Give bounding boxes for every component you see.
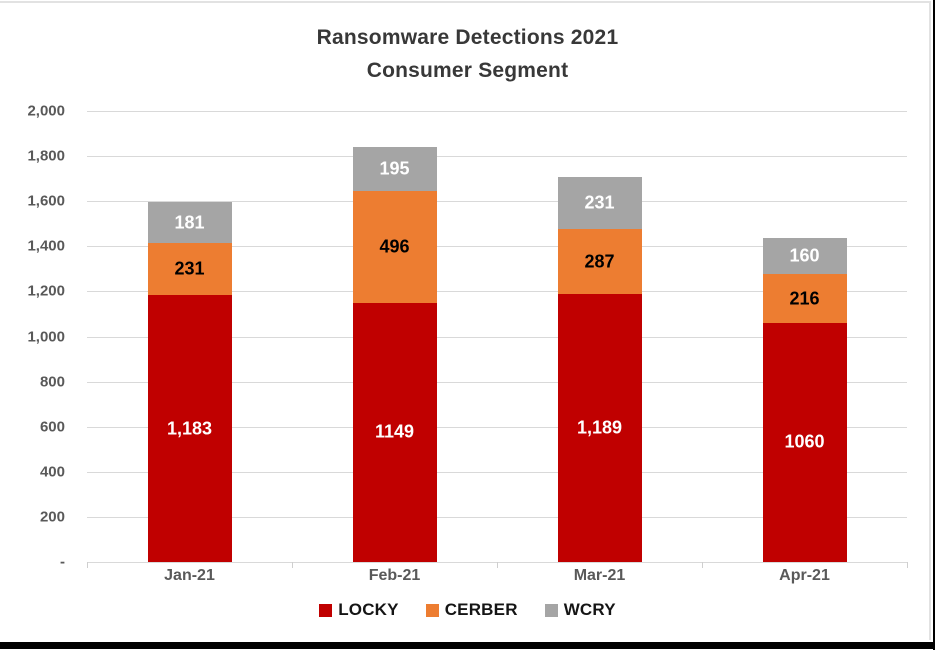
- bar-value-label: 231: [584, 192, 615, 213]
- bar-value-label: 231: [174, 258, 205, 279]
- chart-frame-top-border: [0, 1, 931, 3]
- bar-value-label: 160: [789, 245, 820, 266]
- bar-value-label: 195: [379, 158, 410, 179]
- x-axis-tick: [497, 562, 498, 568]
- x-axis-tick: [87, 562, 88, 568]
- y-tick-label: 600: [39, 418, 65, 436]
- bar-jan-21: 1,183 231 181: [147, 111, 232, 562]
- legend-item-locky: LOCKY: [319, 600, 399, 620]
- chart-title-line1: Ransomware Detections 2021: [316, 26, 619, 49]
- bar-value-label: 1060: [784, 431, 825, 452]
- bar-value-label: 216: [789, 288, 820, 309]
- y-tick-label: 1,200: [27, 282, 65, 300]
- x-axis-tick: [292, 562, 293, 568]
- bar-value-label: 1149: [374, 421, 415, 442]
- x-axis-tick: [702, 562, 703, 568]
- image-right-border: [933, 0, 935, 650]
- bar-value-label: 287: [584, 251, 615, 272]
- legend-label: LOCKY: [338, 600, 399, 619]
- bar-segment-locky: 1,183: [147, 295, 232, 562]
- bar-segment-wcry: 160: [762, 238, 847, 275]
- x-tick-label: Jan-21: [164, 567, 215, 584]
- legend-label: CERBER: [444, 600, 518, 619]
- bar-mar-21: 1,189 287 231: [557, 111, 642, 562]
- y-tick-label: 1,400: [27, 237, 65, 255]
- bar-value-label: 181: [174, 212, 205, 233]
- legend-swatch-locky: [319, 603, 333, 617]
- x-tick-label: Apr-21: [779, 567, 830, 584]
- y-tick-label: 1,600: [27, 192, 65, 210]
- chart-frame-right-border: [929, 1, 931, 640]
- gridline: [87, 336, 907, 338]
- x-tick-label: Feb-21: [368, 567, 421, 584]
- legend-swatch-cerber: [425, 603, 439, 617]
- bar-value-label: 496: [379, 236, 410, 257]
- x-axis-tick: [907, 562, 908, 568]
- y-tick-label: 2,000: [27, 102, 65, 120]
- x-tick-label: Mar-21: [573, 567, 626, 584]
- bar-segment-cerber: 496: [352, 191, 437, 303]
- bar-feb-21: 1149 496 195: [352, 111, 437, 562]
- bar-segment-wcry: 231: [557, 177, 642, 230]
- legend-item-cerber: CERBER: [425, 600, 518, 620]
- bar-segment-locky: 1,189: [557, 293, 642, 562]
- y-tick-label: 400: [39, 463, 65, 481]
- bar-segment-wcry: 181: [147, 202, 232, 244]
- gridline: [87, 516, 907, 518]
- gridline: [87, 471, 907, 473]
- bar-value-label: 1,189: [576, 417, 623, 438]
- gridline: [87, 111, 907, 112]
- gridline: [87, 291, 907, 293]
- bar-segment-locky: 1060: [762, 322, 847, 562]
- legend-swatch-wcry: [544, 603, 558, 617]
- chart-title-line2: Consumer Segment: [366, 59, 569, 82]
- y-tick-label: 1,800: [27, 147, 65, 165]
- gridline: [87, 246, 907, 248]
- y-tick-label: -: [60, 553, 65, 571]
- bar-value-label: 1,183: [166, 418, 213, 439]
- bar-segment-locky: 1149: [352, 302, 437, 562]
- bar-segment-cerber: 287: [557, 229, 642, 294]
- bar-segment-cerber: 216: [762, 274, 847, 323]
- image-bottom-border: [0, 642, 935, 649]
- legend-label: WCRY: [563, 600, 616, 619]
- bar-segment-cerber: 231: [147, 243, 232, 296]
- gridline: [87, 156, 907, 158]
- bar-segment-wcry: 195: [352, 147, 437, 192]
- gridline: [87, 426, 907, 428]
- y-tick-label: 1,000: [27, 328, 65, 345]
- bar-apr-21: 1060 216 160: [762, 111, 847, 562]
- legend-item-wcry: WCRY: [544, 600, 616, 620]
- y-tick-label: 800: [39, 373, 65, 391]
- gridline: [87, 201, 907, 203]
- gridline: [87, 381, 907, 383]
- legend: LOCKY CERBER WCRY: [0, 599, 935, 621]
- chart-title: Ransomware Detections 2021 Consumer Segm…: [0, 21, 935, 87]
- y-tick-label: 200: [39, 508, 65, 526]
